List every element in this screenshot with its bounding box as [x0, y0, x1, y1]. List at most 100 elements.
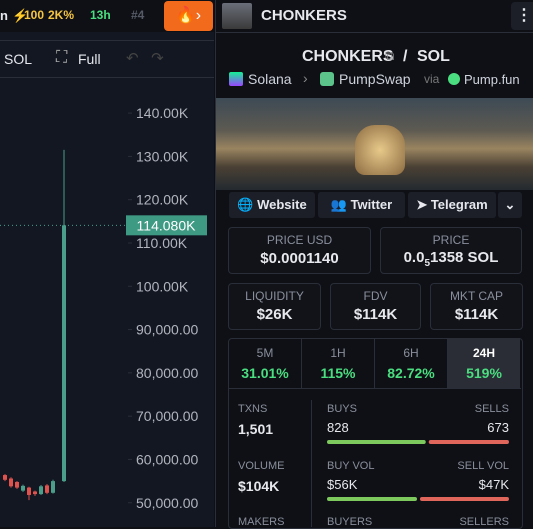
topbar-item: n — [0, 8, 8, 23]
zero-count: 5 — [424, 258, 431, 269]
value: $114K — [454, 306, 499, 323]
candle-body — [33, 491, 37, 495]
link-text: Telegram — [430, 197, 488, 212]
metric-box: FDV $114K — [330, 283, 421, 330]
candle-body — [15, 481, 19, 488]
buys-bar — [327, 440, 426, 444]
topbar-item: #4 — [131, 8, 145, 22]
label: SELL VOL — [457, 460, 509, 472]
pair-base: CHONKERS — [302, 48, 394, 65]
y-tick-label: 90,000.00 — [136, 322, 198, 338]
chart-panel — [0, 0, 214, 527]
candle-body — [9, 478, 13, 487]
icon: ⛶ — [56, 49, 68, 66]
via: via — [424, 72, 440, 86]
label: 5M — [256, 346, 274, 360]
label: SELLERS — [459, 516, 509, 528]
candle-body — [39, 486, 43, 495]
y-tick-label: 70,000.00 — [136, 408, 198, 424]
value: $26K — [256, 306, 293, 323]
token-thumb — [222, 3, 252, 29]
full-button[interactable]: Full — [78, 51, 101, 67]
pair-quote: SOL — [417, 48, 450, 65]
divider — [215, 32, 533, 33]
timeframe-tab[interactable]: 6H 82.72% — [375, 338, 448, 388]
pair-separator: / — [403, 48, 408, 65]
value-part: 0.0 — [403, 249, 425, 266]
candle-body — [27, 487, 31, 495]
launchpad[interactable]: Pump.fun — [464, 72, 520, 87]
label: 6H — [403, 346, 419, 360]
price-usd-box: PRICE USD $0.0001140 — [228, 227, 371, 274]
label: BUYERS — [327, 516, 373, 528]
value: 31.01% — [241, 365, 289, 381]
value: 82.72% — [387, 365, 435, 381]
timeframe-tab[interactable]: 5M 31.01% — [229, 338, 302, 388]
more-links[interactable]: ⌄ — [498, 192, 522, 218]
value: 828 — [327, 420, 349, 435]
candle-body — [3, 475, 7, 480]
label: PRICE — [432, 233, 470, 247]
launchpad-icon — [448, 73, 460, 85]
y-tick-label: 120.00K — [136, 192, 189, 208]
value: 519% — [466, 365, 502, 381]
y-tick-label: 60,000.00 — [136, 451, 198, 467]
price-label: 114.080K — [137, 217, 197, 233]
topbar-item: 13h — [90, 8, 111, 22]
label: 24H — [472, 346, 495, 360]
value-part: 1358 SOL — [430, 249, 499, 266]
price-native-box: PRICE 0.051358 SOL — [380, 227, 522, 274]
timeframe-tab[interactable]: 24H 519% — [448, 338, 520, 388]
candle-body — [51, 481, 55, 493]
chevron: › — [303, 70, 308, 86]
topbar-item: 100 — [24, 8, 45, 22]
value: 673 — [487, 420, 509, 435]
dex-icon — [320, 72, 334, 86]
value: 115% — [320, 365, 356, 381]
banner-subject — [355, 125, 405, 175]
label: TXNS — [238, 403, 268, 415]
value: $47K — [478, 477, 509, 492]
telegram-link[interactable]: ➤ Telegram — [408, 192, 496, 218]
buy-sell-ratio — [327, 440, 509, 444]
chart: 140.00K 130.00K 120.00K 110.00K 100.00K 90,00… — [0, 105, 207, 511]
bar — [420, 497, 509, 501]
token-name: CHONKERS — [261, 7, 347, 24]
candle-body — [45, 485, 49, 493]
sells-bar — [428, 440, 509, 444]
label: 1H — [330, 346, 346, 360]
metric-box: LIQUIDITY $26K — [228, 283, 321, 330]
price-tag — [126, 215, 207, 236]
candle-body — [62, 225, 66, 482]
label: VOLUME — [238, 460, 285, 472]
label: MKT CAP — [449, 289, 504, 303]
y-tick-label: 110.00K — [136, 235, 188, 251]
quote-toggle[interactable]: SOL — [4, 51, 33, 67]
menu-button[interactable]: ⋮ — [511, 2, 533, 30]
link-text: Twitter — [350, 197, 393, 212]
twitter-link[interactable]: 👥 Twitter — [318, 192, 405, 218]
label: PRICE USD — [266, 233, 333, 247]
copy-icon[interactable]: ⧉ — [385, 48, 395, 63]
label: SELLS — [474, 403, 509, 415]
toolbar — [0, 40, 214, 78]
value: $56K — [327, 477, 358, 492]
divider — [228, 388, 521, 389]
value: 0.051358 SOL — [381, 249, 521, 269]
chain-icon — [229, 72, 243, 86]
label: MAKERS — [238, 516, 285, 528]
hot-button[interactable]: 🔥› — [164, 1, 213, 31]
divider — [311, 400, 312, 527]
label: BUY VOL — [327, 460, 375, 472]
website-link[interactable]: 🌐 Website — [229, 192, 315, 218]
y-tick-label: 100.00K — [136, 278, 189, 294]
label: LIQUIDITY — [245, 289, 304, 303]
icon: ⚡ — [12, 8, 29, 23]
undo[interactable]: ↶ ↷ — [126, 50, 164, 67]
candle-body — [21, 485, 25, 491]
timeframe-tab[interactable]: 1H 115% — [302, 338, 375, 388]
chain[interactable]: Solana — [248, 71, 292, 87]
dex[interactable]: PumpSwap — [339, 71, 411, 87]
label: BUYS — [327, 403, 357, 415]
metric-box: MKT CAP $114K — [430, 283, 523, 330]
